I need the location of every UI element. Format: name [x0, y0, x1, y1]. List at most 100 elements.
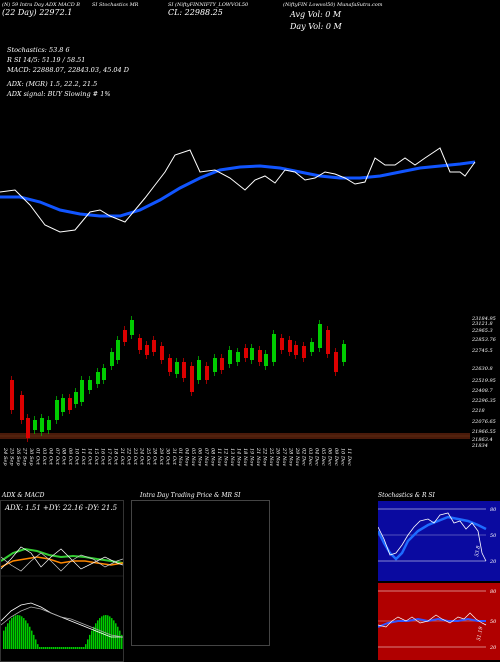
date-label: 18 Nov — [242, 448, 248, 466]
header-left-1: (N) 59 Intra Day ADX MACD B — [2, 2, 80, 8]
macd-histogram-bar — [27, 623, 29, 649]
candle-body — [250, 348, 254, 360]
macd-histogram-bar — [21, 616, 23, 649]
date-label: 16 Oct — [99, 448, 105, 466]
macd-histogram-bar — [111, 618, 113, 649]
intraday-panel — [131, 500, 270, 646]
date-label: 22 Oct — [125, 447, 131, 466]
candle-body — [102, 368, 106, 380]
stoch-panel: 80 50 20 53.8 — [378, 501, 500, 581]
macd-histogram-bar — [121, 634, 123, 649]
macd-info: MACD: 22888.07, 22843.03, 45.04 D — [7, 66, 129, 74]
date-label: 30 Sep — [28, 448, 34, 466]
price-axis-label: 22519.95 — [471, 378, 496, 384]
date-label: 26 Sep — [15, 447, 21, 466]
macd-histogram-bar — [31, 630, 33, 649]
date-label: 05 Dec — [320, 448, 326, 466]
date-label: 06 Dec — [327, 448, 333, 466]
date-label: 22 Nov — [262, 447, 268, 466]
macd-histogram-bar — [67, 647, 69, 649]
candle-body — [138, 338, 142, 350]
candle-body — [152, 340, 156, 352]
header-mid2-1: SI (NiftyFINNIFTY_LOWVOL50 — [168, 2, 249, 8]
date-label: 18 Oct — [112, 448, 118, 466]
candle-body — [264, 354, 268, 366]
date-label: 03 Dec — [307, 448, 313, 466]
candle-body — [96, 372, 100, 384]
candle-body — [197, 360, 201, 380]
candle-body — [80, 380, 84, 402]
candle-body — [236, 352, 240, 362]
macd-histogram-bar — [15, 615, 17, 649]
macd-histogram-bar — [101, 616, 103, 649]
price-axis-label: 21834 — [471, 443, 488, 449]
date-label: 29 Oct — [158, 447, 164, 466]
price-axis-label: 22296.35 — [471, 398, 496, 404]
stoch-tick-20: 20 — [489, 559, 497, 565]
candle-body — [47, 420, 51, 430]
macd-histogram-bar — [79, 647, 81, 649]
macd-histogram-bar — [107, 615, 109, 649]
macd-histogram-bar — [65, 647, 67, 649]
stoch-blue-line — [378, 515, 487, 561]
macd-histogram-bar — [69, 647, 71, 649]
stoch-white-line — [378, 512, 487, 562]
macd-histogram-bar — [81, 647, 83, 649]
macd-histogram-bar — [85, 644, 87, 649]
date-label: 07 Oct — [54, 448, 60, 466]
date-label: 28 Oct — [151, 447, 157, 466]
candle-body — [116, 340, 120, 360]
date-label: 04 Oct — [47, 448, 53, 466]
macd-histogram-bar — [29, 626, 31, 649]
date-label: 15 Oct — [93, 448, 99, 466]
macd-signal — [1, 606, 123, 638]
macd-histogram-bar — [109, 616, 111, 649]
date-label: 14 Oct — [86, 448, 92, 466]
candle-body — [40, 418, 44, 432]
price-line — [0, 147, 476, 233]
macd-histogram-bar — [9, 620, 11, 649]
adx-line-orange — [1, 556, 123, 568]
candle-body — [130, 320, 134, 335]
date-label: 21 Oct — [119, 447, 125, 466]
macd-histogram-bar — [41, 647, 43, 649]
macd-histogram-bar — [119, 630, 121, 649]
adx-line-white — [1, 546, 123, 570]
intraday-panel-title: Intra Day Trading Price & MR SI — [140, 492, 241, 499]
header-day-vol: Day Vol: 0 M — [290, 22, 342, 31]
candle-body — [10, 380, 14, 410]
header-left-2: (22 Day) 22972.1 — [2, 8, 73, 17]
date-label: 21 Nov — [255, 447, 261, 466]
macd-histogram-bar — [23, 618, 25, 649]
macd-histogram-bar — [39, 647, 41, 649]
macd-histogram-bar — [117, 626, 119, 649]
macd-histogram-bar — [43, 647, 45, 649]
candle-body — [258, 350, 262, 362]
price-axis-label: 22745.5 — [471, 348, 493, 354]
macd-histogram-bar — [5, 626, 7, 649]
date-label: 04 Dec — [314, 448, 320, 466]
date-label: 01 Nov — [177, 448, 183, 466]
date-label: 28 Nov — [288, 447, 294, 466]
date-label: 30 Oct — [164, 448, 170, 466]
macd-histogram-bar — [77, 647, 79, 649]
macd-histogram-bar — [87, 639, 89, 649]
candle-body — [26, 418, 30, 438]
candle-body — [68, 398, 72, 410]
macd-histogram-bar — [89, 634, 91, 649]
trend-chart — [0, 147, 476, 233]
date-label: 25 Sep — [8, 447, 14, 466]
macd-histogram-bar — [33, 634, 35, 649]
date-label: 29 Nov — [294, 447, 300, 466]
macd-histogram-bar — [71, 647, 73, 649]
date-label: 11 Nov — [216, 448, 222, 466]
date-label: 13 Nov — [229, 448, 235, 466]
macd-histogram-bar — [95, 623, 97, 649]
macd-histogram-bar — [17, 615, 19, 649]
date-label: 24 Sep — [2, 447, 8, 466]
candle-body — [334, 352, 338, 372]
macd-histogram-bar — [45, 647, 47, 649]
price-axis-label: 22965.3 — [471, 328, 493, 334]
candle-body — [168, 358, 172, 372]
candle-body — [33, 420, 37, 430]
